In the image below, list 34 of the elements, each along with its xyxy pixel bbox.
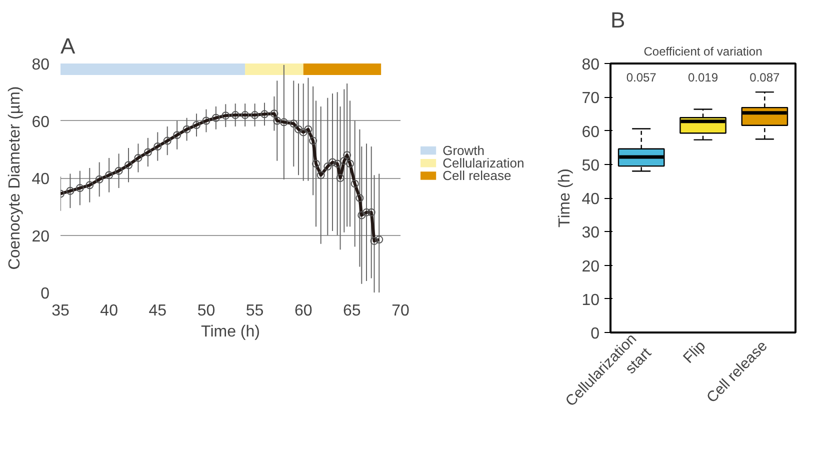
y-tick-label: 80 (32, 56, 50, 74)
y-tick-label: 70 (582, 90, 600, 108)
x-axis-title: Time (h) (201, 324, 260, 340)
legend-label: Cell release (442, 168, 512, 184)
y-tick-label: 60 (32, 114, 50, 131)
legend-label: Growth (442, 143, 485, 158)
y-tick-label: 80 (582, 56, 600, 74)
chart-title: A (60, 34, 76, 58)
y-axis-title: Coenocyte Diameter (µm) (6, 86, 24, 270)
x-tick-label: 40 (100, 302, 118, 320)
annotation: 0.087 (750, 70, 780, 84)
legend-label: Cellularization (442, 156, 524, 171)
chart-title: B (610, 8, 626, 32)
x-tick-label: 70 (392, 302, 410, 320)
y-tick-label: 50 (582, 157, 600, 174)
x-tick-label: 65 (343, 302, 361, 320)
x-tick-label: 55 (246, 302, 264, 320)
x-tick-label: 60 (294, 302, 312, 320)
y-tick-label: 30 (582, 224, 600, 242)
y-tick-label: 10 (582, 292, 600, 309)
x-tick-label: 35 (52, 302, 70, 320)
y-tick-label: 40 (32, 171, 50, 188)
y-tick-label: 0 (40, 286, 50, 302)
annotation: 0.019 (688, 70, 718, 84)
x-tick-label: 45 (148, 302, 167, 320)
chart-subtitle: Coefficient of variation (644, 44, 762, 58)
annotation: 0.057 (626, 70, 657, 84)
x-tick-label: Flip (680, 338, 710, 367)
y-tick-label: 60 (582, 124, 600, 141)
y-axis-title: Time (h) (556, 168, 574, 228)
y-tick-label: 40 (582, 191, 600, 208)
x-tick-label: 50 (197, 302, 216, 320)
y-tick-label: 20 (582, 258, 600, 276)
y-tick-label: 20 (32, 228, 50, 246)
